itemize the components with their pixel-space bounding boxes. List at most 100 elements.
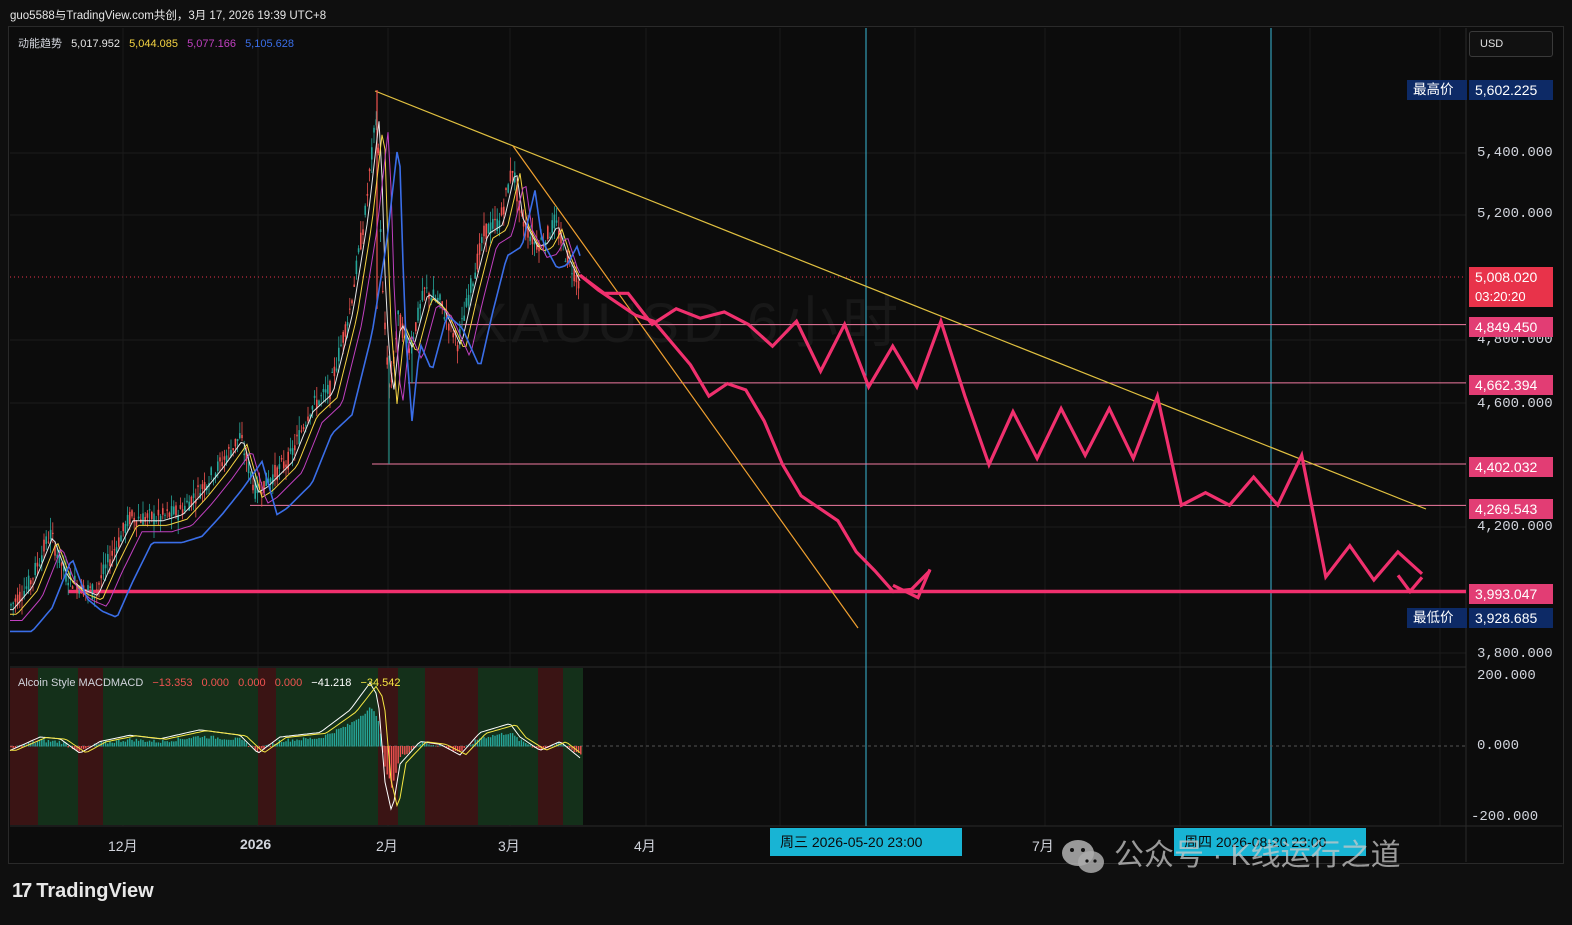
candle-body xyxy=(56,554,58,559)
price-axis-label: 5,200.000 xyxy=(1477,206,1553,222)
candle-body xyxy=(76,583,78,593)
candle-body xyxy=(368,169,371,172)
candle-body xyxy=(410,340,413,346)
candle-body xyxy=(36,562,39,567)
candle-body xyxy=(232,448,234,451)
ma-line-yellow xyxy=(10,134,581,615)
candle-body xyxy=(12,602,14,604)
candle-body xyxy=(536,242,538,250)
candle-body xyxy=(547,226,549,240)
macd-histogram-bar xyxy=(393,746,395,781)
macd-histogram-bar xyxy=(157,742,160,747)
macd-histogram-bar xyxy=(571,746,573,750)
candle-body xyxy=(564,260,567,262)
macd-histogram-bar xyxy=(21,746,23,748)
macd-histogram-bar xyxy=(148,740,151,747)
macd-histogram-bar xyxy=(263,746,265,750)
macd-legend[interactable]: Alcoin Style MACDMACD −13.353 0.000 0.00… xyxy=(18,677,407,689)
macd-histogram-bar xyxy=(428,744,430,747)
indicator-legend[interactable]: 动能趋势 5,017.952 5,044.085 5,077.166 5,105… xyxy=(18,35,300,51)
candle-body xyxy=(195,500,197,504)
brand-name: TradingView xyxy=(36,880,154,902)
macd-histogram-bar xyxy=(223,739,226,747)
candle-body xyxy=(265,472,267,487)
macd-histogram-bar xyxy=(445,746,448,748)
macd-histogram-bar xyxy=(324,734,327,747)
candle-body xyxy=(472,283,474,287)
candle-body xyxy=(340,344,342,346)
candle-body xyxy=(412,337,415,339)
candle-body xyxy=(496,218,498,231)
candle-body xyxy=(522,221,525,227)
macd-histogram-bar xyxy=(377,720,380,747)
macd-histogram-bar xyxy=(232,739,234,747)
candle-body xyxy=(91,584,94,600)
candle-body xyxy=(571,273,573,275)
candle-body xyxy=(300,430,303,432)
macd-histogram-bar xyxy=(470,744,472,747)
candle-body xyxy=(239,433,241,439)
candle-body xyxy=(478,243,481,255)
candle-body xyxy=(166,509,168,511)
macd-histogram-bar xyxy=(335,729,338,747)
candle-body xyxy=(115,547,118,554)
macd-histogram-bar xyxy=(522,741,525,747)
level-tag: 4,662.394 xyxy=(1469,375,1553,395)
macd-histogram-bar xyxy=(107,743,109,747)
candle-body xyxy=(52,532,54,535)
macd-histogram-bar xyxy=(474,739,476,747)
macd-histogram-bar xyxy=(276,743,278,747)
candle-body xyxy=(577,281,580,289)
macd-histogram-bar xyxy=(562,744,564,747)
macd-histogram-bar xyxy=(516,737,518,747)
candle-body xyxy=(219,457,221,462)
candle-body xyxy=(338,347,340,362)
macd-histogram-bar xyxy=(177,737,179,747)
macd-histogram-bar xyxy=(379,733,382,747)
macd-histogram-bar xyxy=(492,734,494,747)
candle-body xyxy=(505,188,507,191)
tradingview-logo[interactable]: 17 TradingView xyxy=(12,880,154,903)
macd-histogram-bar xyxy=(327,733,329,747)
macd-histogram-bar xyxy=(580,746,582,755)
candle-body xyxy=(14,598,17,602)
candle-body xyxy=(87,585,89,591)
macd-histogram-bar xyxy=(371,708,373,747)
candle-body xyxy=(263,481,265,494)
low-price-value: 3,928.685 xyxy=(1469,608,1553,628)
indicator-value-3: 5,077.166 xyxy=(187,38,236,50)
level-tag: 4,849.450 xyxy=(1469,317,1553,337)
candle-body xyxy=(327,384,329,394)
macd-histogram-bar xyxy=(247,746,250,747)
currency-selector[interactable]: USD xyxy=(1469,31,1553,57)
price-axis-label: 5,400.000 xyxy=(1477,145,1553,161)
candle-body xyxy=(63,563,65,572)
candle-body xyxy=(313,395,316,398)
candle-body xyxy=(30,580,32,585)
candle-body xyxy=(351,300,353,304)
candle-body xyxy=(276,467,278,481)
ma-line-blue xyxy=(10,151,581,633)
macd-histogram-bar xyxy=(375,715,377,747)
candle-body xyxy=(540,237,542,240)
low-price-label: 最低价 xyxy=(1407,608,1467,628)
macd-histogram-bar xyxy=(373,711,375,747)
candle-body xyxy=(362,229,364,235)
candle-body xyxy=(417,307,419,321)
macd-histogram-bar xyxy=(243,740,245,747)
macd-histogram-bar xyxy=(322,737,325,747)
macd-histogram-bar xyxy=(144,741,146,747)
candle-body xyxy=(113,549,116,551)
macd-histogram-bar xyxy=(221,739,223,747)
macd-histogram-bar xyxy=(104,740,107,747)
candle-body xyxy=(214,473,217,478)
macd-value-4: 0.000 xyxy=(274,677,303,689)
macd-histogram-bar xyxy=(142,740,144,747)
candle-body xyxy=(492,218,494,229)
macd-histogram-bar xyxy=(437,746,439,747)
macd-histogram-bar xyxy=(258,746,261,750)
macd-histogram-bar xyxy=(30,742,32,747)
macd-histogram-bar xyxy=(287,738,289,747)
macd-histogram-bar xyxy=(56,742,58,747)
